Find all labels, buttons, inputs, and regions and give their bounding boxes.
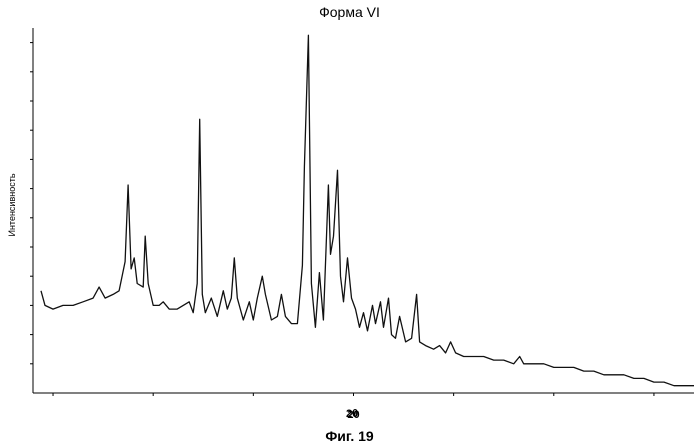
series-group [41,35,694,385]
x-axis-label: 2θ [340,408,364,420]
figure-caption: Фиг. 19 [0,428,699,444]
y-axis-label: Интенсивность [7,173,17,236]
series-line-0 [41,35,694,385]
